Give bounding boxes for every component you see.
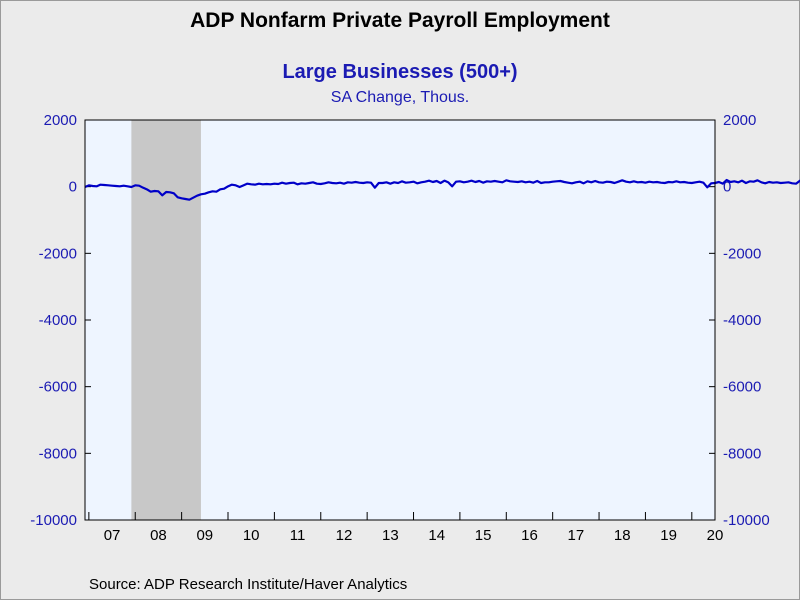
- y-tick-label-left: -6000: [39, 379, 77, 396]
- x-tick-label: 08: [150, 527, 167, 544]
- source-note: Source: ADP Research Institute/Haver Ana…: [89, 576, 408, 593]
- x-tick-label: 12: [336, 527, 353, 544]
- x-tick-label: 17: [568, 527, 585, 544]
- x-tick-label: 20: [707, 527, 724, 544]
- series-line: [84, 178, 800, 201]
- x-tick-label: 09: [196, 527, 213, 544]
- x-tick-label: 07: [104, 527, 121, 544]
- y-tick-label-left: 2000: [44, 112, 77, 129]
- x-tick-label: 16: [521, 527, 538, 544]
- x-tick-label: 14: [428, 527, 445, 544]
- chart-units: SA Change, Thous.: [330, 89, 470, 106]
- y-tick-label-right: 2000: [723, 112, 756, 129]
- plot-border: [84, 119, 716, 521]
- y-tick-label-right: -8000: [723, 445, 761, 462]
- y-tick-label-right: -2000: [723, 245, 761, 262]
- y-tick-label-left: 0: [69, 179, 77, 196]
- y-tick-label-right: -10000: [723, 512, 770, 529]
- y-tick-label-right: 0: [723, 179, 731, 196]
- y-tick-label-right: -6000: [723, 379, 761, 396]
- y-tick-label-left: -2000: [39, 245, 77, 262]
- x-tick-label: 11: [290, 527, 306, 544]
- x-tick-label: 18: [614, 527, 631, 544]
- y-tick-label-left: -8000: [39, 445, 77, 462]
- y-tick-label-right: -4000: [723, 312, 761, 329]
- y-tick-label-left: -10000: [30, 512, 77, 529]
- recession-shade: [131, 120, 201, 520]
- x-tick-label: 19: [660, 527, 677, 544]
- x-tick-label: 13: [382, 527, 399, 544]
- chart-subtitle: Large Businesses (500+): [282, 61, 518, 83]
- y-tick-label-left: -4000: [39, 312, 77, 329]
- x-tick-label: 15: [475, 527, 492, 544]
- chart-title: ADP Nonfarm Private Payroll Employment: [190, 9, 610, 32]
- x-tick-label: 10: [243, 527, 260, 544]
